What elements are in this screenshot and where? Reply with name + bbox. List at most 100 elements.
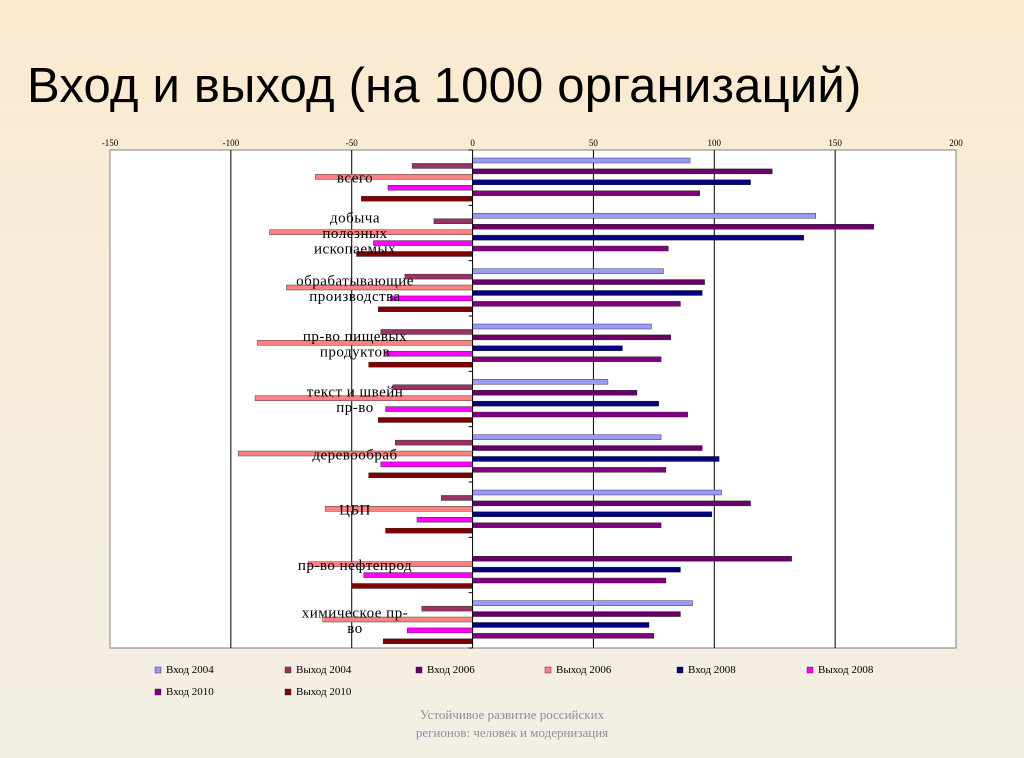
legend-label: Выход 2010 bbox=[296, 686, 352, 698]
category-label: продуктов bbox=[320, 344, 390, 360]
bar bbox=[472, 445, 703, 451]
bar bbox=[416, 517, 473, 523]
x-tick-label: -100 bbox=[223, 138, 240, 148]
bar bbox=[385, 406, 473, 412]
slide-footer: Устойчивое развитие российских регионов:… bbox=[0, 706, 1024, 742]
bar bbox=[404, 273, 473, 280]
bar bbox=[440, 495, 473, 501]
bar bbox=[472, 411, 688, 418]
legend-swatch bbox=[544, 666, 552, 674]
bar bbox=[472, 600, 693, 606]
bar bbox=[392, 384, 473, 390]
category-label: пр-во пищевых bbox=[303, 329, 407, 345]
bar bbox=[472, 400, 659, 407]
legend-swatch bbox=[154, 688, 162, 696]
bar bbox=[472, 356, 662, 362]
legend-label: Выход 2006 bbox=[556, 664, 612, 676]
bar bbox=[472, 190, 700, 196]
bar bbox=[421, 605, 473, 612]
bar bbox=[472, 434, 662, 440]
legend-label: Вход 2010 bbox=[166, 686, 214, 698]
bar bbox=[368, 361, 473, 368]
category-label: добыча bbox=[330, 211, 380, 227]
category-label: пр-во bbox=[336, 400, 374, 416]
bar bbox=[411, 163, 473, 169]
footer-line-2: регионов: человек и модернизация bbox=[415, 725, 609, 740]
x-tick-label: 200 bbox=[949, 138, 963, 148]
category-label: производства bbox=[309, 289, 400, 305]
bar bbox=[472, 611, 681, 617]
bar bbox=[433, 218, 473, 224]
bar bbox=[407, 627, 473, 634]
bar bbox=[472, 390, 638, 396]
bar bbox=[472, 511, 713, 517]
category-label: деревообраб bbox=[312, 447, 397, 463]
bar bbox=[472, 633, 655, 639]
bar bbox=[368, 472, 473, 479]
bar bbox=[472, 290, 703, 296]
bar bbox=[472, 556, 792, 562]
bar bbox=[472, 467, 667, 473]
legend-swatch bbox=[676, 666, 684, 674]
bar bbox=[390, 295, 473, 302]
bar bbox=[472, 456, 720, 462]
legend-swatch bbox=[415, 666, 423, 674]
bar bbox=[472, 179, 751, 186]
x-tick-label: 0 bbox=[470, 138, 475, 148]
bar bbox=[472, 168, 773, 175]
bar bbox=[472, 301, 681, 307]
bar bbox=[385, 351, 473, 357]
bar bbox=[472, 500, 751, 507]
bar bbox=[472, 213, 817, 219]
category-label: ископаемых bbox=[314, 242, 396, 258]
bar bbox=[472, 489, 722, 496]
bar bbox=[472, 157, 691, 164]
bar bbox=[472, 279, 705, 285]
bar bbox=[387, 185, 473, 191]
slide-title: Вход и выход (на 1000 организаций) bbox=[27, 59, 862, 113]
legend-swatch bbox=[284, 688, 292, 696]
bar bbox=[472, 224, 875, 230]
legend-label: Выход 2004 bbox=[296, 664, 352, 676]
bar bbox=[472, 345, 623, 351]
footer-line-1: Устойчивое развитие российских bbox=[419, 707, 605, 722]
bar bbox=[472, 234, 804, 241]
x-tick-label: -50 bbox=[346, 138, 358, 148]
bar bbox=[472, 566, 681, 573]
legend-label: Выход 2008 bbox=[818, 664, 874, 676]
bar bbox=[378, 417, 473, 423]
bar bbox=[472, 323, 652, 330]
category-label: обрабатывающие bbox=[296, 274, 414, 290]
bar bbox=[472, 245, 669, 252]
bar bbox=[472, 379, 609, 385]
x-tick-label: -150 bbox=[102, 138, 119, 148]
bar bbox=[382, 638, 473, 645]
category-label: химическое пр- bbox=[302, 606, 408, 622]
legend-label: Вход 2004 bbox=[166, 664, 214, 676]
x-tick-label: 50 bbox=[589, 138, 599, 148]
bar bbox=[472, 268, 664, 274]
legend-label: Вход 2006 bbox=[427, 664, 475, 676]
bar bbox=[472, 522, 662, 528]
bar bbox=[378, 306, 473, 313]
bar bbox=[361, 195, 473, 202]
bar bbox=[472, 622, 650, 628]
category-label: полезных bbox=[322, 226, 387, 242]
bar bbox=[385, 527, 473, 534]
bar bbox=[472, 334, 671, 341]
category-label: во bbox=[347, 621, 362, 637]
legend-swatch bbox=[806, 666, 814, 674]
legend-swatch bbox=[154, 666, 162, 674]
bar bbox=[395, 439, 473, 446]
category-label: текст и швейн bbox=[307, 384, 404, 400]
category-label: пр-во нефтепрод bbox=[298, 558, 412, 574]
plot-area bbox=[109, 149, 957, 649]
category-label: ЦБП bbox=[339, 503, 371, 519]
bar bbox=[472, 577, 667, 584]
x-tick-label: 150 bbox=[828, 138, 842, 148]
x-tick-label: 100 bbox=[708, 138, 722, 148]
legend-swatch bbox=[284, 666, 292, 674]
legend-label: Вход 2008 bbox=[688, 664, 736, 676]
bar bbox=[351, 583, 473, 589]
